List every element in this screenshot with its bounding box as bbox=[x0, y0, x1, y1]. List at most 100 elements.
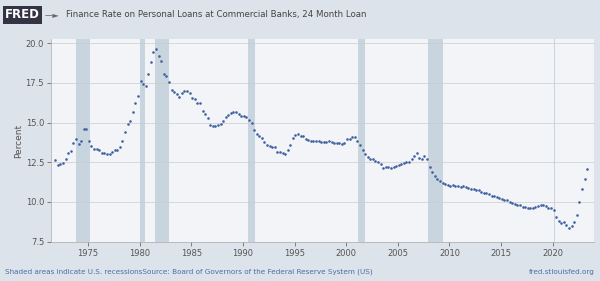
Point bbox=[242, 115, 251, 119]
Point bbox=[551, 215, 561, 219]
Point bbox=[417, 157, 427, 161]
Point bbox=[190, 97, 200, 102]
Point bbox=[68, 141, 78, 145]
Point bbox=[272, 149, 282, 154]
Text: Shaded areas indicate U.S. recessionsSource: Board of Governors of the Federal R: Shaded areas indicate U.S. recessionsSou… bbox=[5, 269, 373, 275]
Point bbox=[361, 152, 370, 157]
Point bbox=[358, 147, 367, 152]
Point bbox=[223, 112, 233, 117]
Point bbox=[379, 166, 388, 170]
Point bbox=[94, 148, 104, 153]
Bar bbox=[428, 39, 443, 242]
Point bbox=[100, 151, 109, 156]
Point bbox=[82, 126, 91, 131]
Point bbox=[118, 139, 127, 144]
Point bbox=[76, 139, 86, 143]
Point bbox=[533, 203, 543, 208]
Point bbox=[458, 183, 468, 188]
Point bbox=[66, 148, 76, 153]
Point bbox=[141, 83, 151, 88]
Point bbox=[490, 194, 499, 199]
Point bbox=[451, 184, 460, 188]
Point bbox=[340, 141, 349, 145]
Point bbox=[208, 123, 218, 128]
Point bbox=[236, 114, 246, 118]
Point bbox=[298, 134, 308, 139]
Point bbox=[510, 201, 520, 206]
Point bbox=[64, 151, 73, 155]
Point bbox=[290, 133, 300, 137]
Point bbox=[107, 149, 117, 154]
Point bbox=[229, 110, 238, 114]
Point bbox=[347, 135, 357, 139]
Point bbox=[280, 151, 290, 156]
Point bbox=[409, 154, 419, 159]
Point bbox=[257, 135, 266, 140]
Bar bbox=[140, 39, 145, 242]
Point bbox=[363, 155, 373, 160]
Point bbox=[164, 80, 174, 85]
Bar bbox=[155, 39, 169, 242]
Point bbox=[541, 204, 551, 209]
Text: Finance Rate on Personal Loans at Commercial Banks, 24 Month Loan: Finance Rate on Personal Loans at Commer… bbox=[66, 10, 367, 19]
Point bbox=[283, 147, 292, 152]
Point bbox=[502, 198, 512, 203]
Point bbox=[205, 122, 215, 127]
Point bbox=[438, 180, 448, 185]
Point bbox=[250, 128, 259, 132]
Point bbox=[268, 144, 277, 149]
Point bbox=[84, 139, 94, 143]
Point bbox=[308, 139, 318, 143]
Point bbox=[554, 219, 563, 223]
Point bbox=[368, 156, 377, 161]
Point bbox=[234, 111, 244, 116]
Point bbox=[430, 174, 440, 178]
Bar bbox=[554, 39, 555, 242]
Point bbox=[365, 157, 375, 161]
Point bbox=[306, 138, 316, 143]
Point bbox=[154, 54, 163, 58]
Point bbox=[311, 139, 321, 143]
Point bbox=[161, 74, 171, 79]
Point bbox=[484, 192, 494, 196]
Point bbox=[472, 187, 481, 192]
Point bbox=[383, 164, 393, 169]
Point bbox=[562, 223, 571, 228]
Bar bbox=[248, 39, 255, 242]
Point bbox=[112, 148, 122, 152]
Point bbox=[216, 122, 226, 126]
Point bbox=[53, 163, 63, 167]
Point bbox=[278, 151, 287, 155]
Point bbox=[575, 200, 584, 205]
Point bbox=[342, 137, 352, 142]
Point bbox=[440, 182, 450, 186]
Point bbox=[466, 187, 476, 191]
Point bbox=[448, 183, 458, 188]
Point bbox=[508, 201, 517, 205]
Point bbox=[512, 202, 522, 207]
Point bbox=[401, 160, 411, 165]
Point bbox=[79, 127, 89, 131]
Point bbox=[482, 191, 491, 195]
Point bbox=[58, 161, 68, 165]
Point bbox=[177, 91, 187, 95]
Point bbox=[518, 205, 527, 209]
Point bbox=[345, 136, 355, 141]
Point bbox=[265, 144, 274, 149]
Point bbox=[530, 205, 540, 209]
Point bbox=[151, 47, 161, 52]
Point bbox=[115, 145, 125, 149]
Point bbox=[371, 158, 380, 163]
Point bbox=[275, 150, 285, 155]
Point bbox=[149, 50, 158, 55]
Point bbox=[494, 196, 504, 200]
Point bbox=[404, 159, 414, 164]
Point bbox=[577, 187, 587, 192]
Point bbox=[523, 206, 533, 210]
Point bbox=[500, 198, 509, 202]
Point bbox=[435, 178, 445, 183]
Point bbox=[260, 139, 269, 144]
Point bbox=[218, 119, 228, 124]
Point bbox=[179, 89, 189, 93]
Point bbox=[198, 109, 208, 113]
